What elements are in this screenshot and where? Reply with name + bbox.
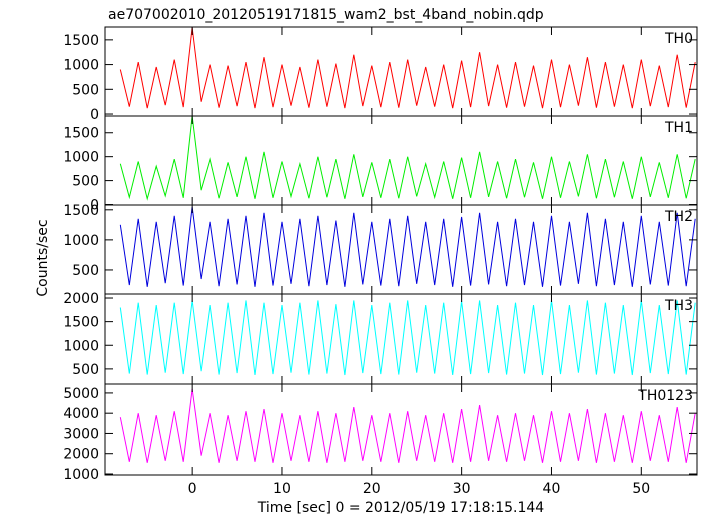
y-tick-label: 1000 bbox=[63, 58, 99, 74]
panel-frame bbox=[104, 293, 698, 385]
x-tick-label: 20 bbox=[363, 481, 381, 497]
y-tick-label: 500 bbox=[72, 362, 99, 378]
x-axis-label: Time [sec] 0 = 2012/05/19 17:18:15.144 bbox=[257, 500, 545, 516]
y-tick-label: 1500 bbox=[63, 315, 99, 331]
y-tick-label: 1000 bbox=[63, 467, 99, 483]
x-tick-label: 0 bbox=[188, 481, 197, 497]
x-tick-label: 40 bbox=[543, 481, 561, 497]
y-tick-label: 1000 bbox=[63, 233, 99, 249]
x-tick-label: 10 bbox=[273, 481, 291, 497]
x-tick-label: 30 bbox=[453, 481, 471, 497]
y-tick-label: 500 bbox=[72, 82, 99, 98]
x-tick-label: 50 bbox=[632, 481, 650, 497]
light-curve bbox=[119, 388, 696, 463]
y-tick-label: 2000 bbox=[63, 447, 99, 463]
light-curve bbox=[119, 27, 696, 109]
y-tick-label: 1500 bbox=[63, 33, 99, 49]
light-curve bbox=[119, 206, 696, 287]
panel-label: TH1 bbox=[664, 120, 693, 136]
y-tick-label: 1000 bbox=[63, 338, 99, 354]
y-tick-label: 0 bbox=[90, 107, 99, 123]
panel-label: TH0 bbox=[664, 31, 693, 47]
panel-label: TH0123 bbox=[637, 388, 693, 404]
panel-frame bbox=[104, 383, 698, 476]
y-tick-label: 2000 bbox=[63, 291, 99, 307]
y-tick-label: 1500 bbox=[63, 126, 99, 142]
y-tick-label: 500 bbox=[72, 263, 99, 279]
y-tick-label: 5000 bbox=[63, 386, 99, 402]
y-tick-label: 3000 bbox=[63, 426, 99, 442]
y-tick-label: 4000 bbox=[63, 406, 99, 422]
y-tick-label: 500 bbox=[72, 174, 99, 190]
y-tick-label: 1500 bbox=[63, 203, 99, 219]
panel-label: TH3 bbox=[664, 298, 693, 314]
y-axis-label: Counts/sec bbox=[35, 219, 51, 296]
light-curve bbox=[119, 300, 696, 376]
panel-label: TH2 bbox=[664, 209, 693, 225]
y-tick-label: 0 bbox=[90, 198, 99, 214]
chart-title: ae707002010_20120519171815_wam2_bst_4ban… bbox=[108, 7, 544, 23]
y-tick-label: 1000 bbox=[63, 150, 99, 166]
light-curve bbox=[119, 116, 696, 201]
